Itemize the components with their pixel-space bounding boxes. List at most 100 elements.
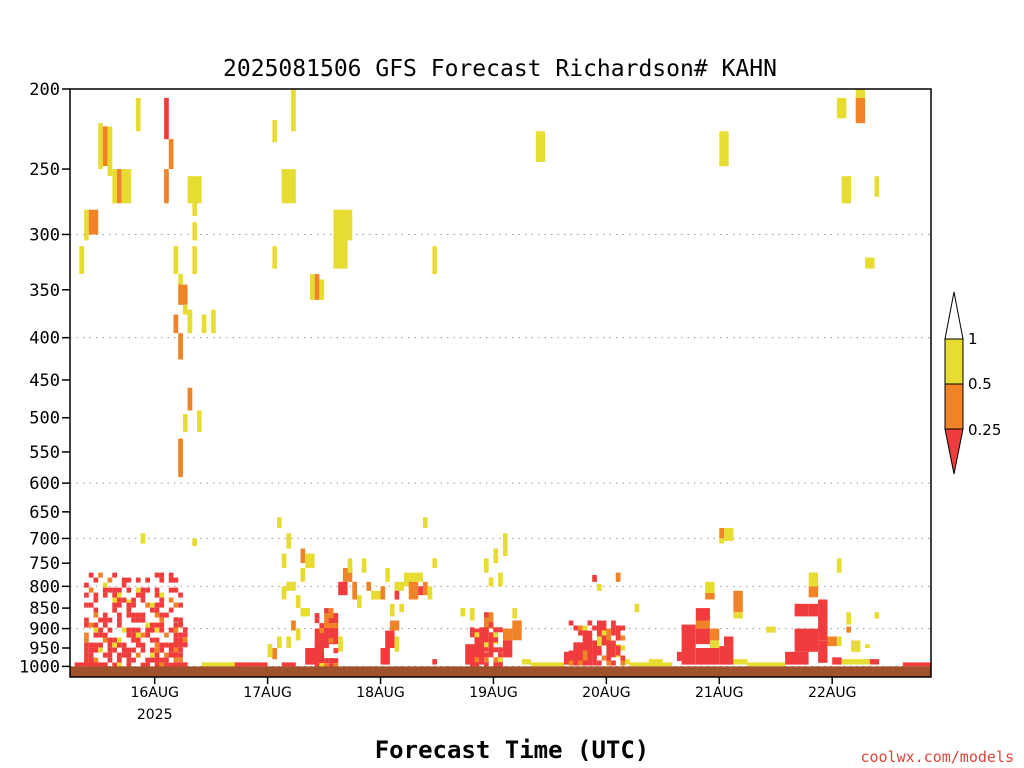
ri-cell [159, 642, 165, 648]
ri-cell [498, 662, 503, 668]
ri-cell [140, 592, 146, 598]
ri-cell [150, 657, 155, 663]
x-axis-ticks: 16AUG 2025 17AUG 18AUG 19AUG 20AUG 21AUG 22AUG [130, 677, 856, 723]
source-credit[interactable]: coolwx.com/models [860, 748, 1014, 766]
ri-cell [173, 637, 179, 643]
ri-cell [107, 577, 113, 583]
ri-cell [357, 595, 362, 609]
ri-cell [582, 630, 588, 636]
ri-cell [841, 659, 870, 665]
ri-cell [145, 662, 150, 668]
ri-cell [695, 648, 720, 665]
ri-cell [145, 657, 150, 663]
ri-cell [733, 590, 743, 613]
ri-cell [422, 581, 428, 596]
ri-cell [178, 617, 183, 623]
ri-cell [611, 640, 616, 646]
ri-cell [168, 597, 174, 603]
ri-cell [469, 632, 475, 638]
ri-cell [836, 558, 842, 573]
ri-cell [347, 558, 353, 573]
ri-cell [488, 637, 494, 643]
ri-cell [178, 642, 183, 648]
ri-cell [178, 662, 183, 668]
ri-cell [107, 647, 113, 653]
ri-cell [432, 246, 437, 274]
ri-cell [587, 660, 593, 666]
ri-cell [324, 608, 329, 614]
ri-cell [159, 617, 165, 623]
ri-cell [606, 640, 612, 646]
ri-cell [314, 618, 320, 624]
ri-cell [592, 650, 597, 656]
ri-cell [333, 618, 339, 624]
ri-cell [154, 572, 160, 578]
ri-cell [88, 587, 94, 593]
ri-cell [733, 659, 748, 665]
ri-cell [140, 597, 146, 603]
ri-cell [488, 652, 494, 658]
x-tick-label: 19AUG [469, 685, 518, 701]
ri-cell [611, 625, 616, 631]
ri-cell [836, 97, 847, 119]
ri-cell [568, 650, 574, 656]
y-tick-label-800: 800 [29, 577, 60, 597]
ri-cell [578, 660, 583, 666]
ri-cell [281, 586, 287, 600]
ri-cell [620, 655, 626, 661]
ri-cell [93, 657, 99, 663]
ri-cell [140, 642, 146, 648]
ri-cell [164, 642, 169, 648]
ri-cell [469, 608, 475, 621]
ri-cell [173, 617, 179, 623]
ri-cell [182, 632, 188, 638]
ri-cell [827, 636, 837, 647]
ri-cell [498, 627, 503, 633]
ri-cell [88, 652, 94, 658]
ri-cell [404, 572, 414, 587]
ri-cell [154, 612, 160, 618]
ri-cell [314, 663, 320, 669]
ri-cell [333, 628, 339, 634]
ri-cell [493, 647, 499, 653]
ri-cell [112, 597, 117, 603]
ri-cell [582, 650, 588, 656]
ri-cell [126, 607, 132, 613]
x-tick-label: 16AUG [130, 685, 179, 701]
ri-cell [154, 637, 160, 643]
ri-cell [84, 209, 89, 241]
ri-cell [117, 637, 122, 643]
ri-cell [615, 625, 621, 631]
ri-cell [361, 558, 367, 573]
ri-cell [102, 126, 108, 167]
ri-cell [333, 648, 339, 654]
ri-cell [102, 582, 108, 588]
ri-cell [394, 581, 404, 591]
ri-cell [568, 655, 574, 661]
surface-strip [531, 662, 564, 667]
ri-cell [131, 632, 136, 638]
ri-cell [201, 314, 207, 334]
ri-cell [98, 572, 103, 578]
ri-cell [319, 663, 325, 669]
ri-cell [460, 608, 466, 617]
ri-cell [159, 627, 165, 633]
ri-cell [112, 602, 117, 608]
ri-cell [168, 607, 174, 613]
ri-cell [724, 636, 734, 647]
ri-cell [88, 642, 94, 648]
ri-cell [131, 612, 136, 618]
ri-cell [469, 627, 475, 633]
ri-cell [159, 577, 165, 583]
ri-cell [314, 658, 320, 664]
ri-cell [182, 642, 188, 648]
ri-cell [479, 657, 484, 663]
ri-cell [154, 652, 160, 658]
ri-cell [846, 612, 851, 625]
ri-cell [98, 627, 103, 633]
ri-cell [182, 637, 188, 643]
ri-cell [695, 620, 710, 629]
ri-cell [366, 581, 372, 591]
ri-cell [159, 572, 165, 578]
